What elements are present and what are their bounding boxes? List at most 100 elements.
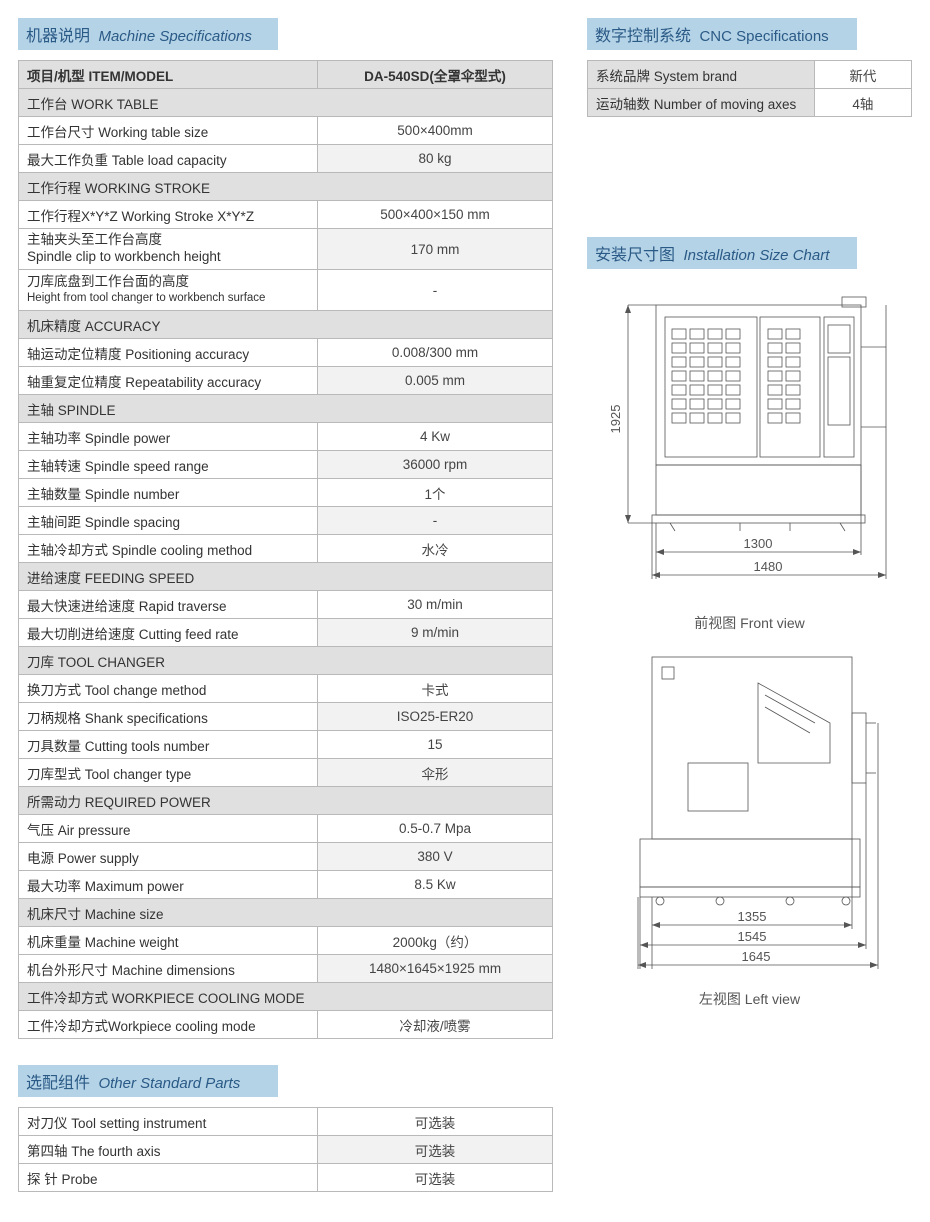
machine-spec-table: 项目/机型 ITEM/MODEL DA-540SD(全罩伞型式) 工作台 WOR… <box>18 60 553 1039</box>
row-label: 电源 Power supply <box>19 843 318 871</box>
table-row: 刀库型式 Tool changer type伞形 <box>19 759 553 787</box>
table-row: 刀具数量 Cutting tools number15 <box>19 731 553 759</box>
cnc-spec-header-cn: 数字控制系统 <box>595 28 691 45</box>
row-label: 轴运动定位精度 Positioning accuracy <box>19 339 318 367</box>
row-value: 500×400mm <box>318 117 553 145</box>
row-value: 0.008/300 mm <box>318 339 553 367</box>
machine-spec-header: 机器说明 Machine Specifications <box>18 18 278 50</box>
group-label: 机床精度 ACCURACY <box>19 311 553 339</box>
row-label: 换刀方式 Tool change method <box>19 675 318 703</box>
table-row: 主轴 SPINDLE <box>19 395 553 423</box>
row-value: 4轴 <box>814 89 911 117</box>
row-value: 新代 <box>814 61 911 89</box>
row-value: 水冷 <box>318 535 553 563</box>
row-value: 36000 rpm <box>318 451 553 479</box>
table-row: 进给速度 FEEDING SPEED <box>19 563 553 591</box>
cnc-spec-header-en: CNC Specifications <box>699 28 828 45</box>
machine-spec-header-en: Machine Specifications <box>98 28 251 45</box>
table-row: 系统品牌 System brand新代 <box>588 61 912 89</box>
left-view-diagram: 1355 1545 1645 左视图 Left view <box>587 643 912 1009</box>
table-row: 刀库 TOOL CHANGER <box>19 647 553 675</box>
table-row: 机台外形尺寸 Machine dimensions1480×1645×1925 … <box>19 955 553 983</box>
cnc-spec-header: 数字控制系统 CNC Specifications <box>587 18 857 50</box>
table-row: 运动轴数 Number of moving axes4轴 <box>588 89 912 117</box>
row-value: 80 kg <box>318 145 553 173</box>
table-row: 工件冷却方式 WORKPIECE COOLING MODE <box>19 983 553 1011</box>
other-parts-table: 对刀仪 Tool setting instrument可选装第四轴 The fo… <box>18 1107 553 1192</box>
table-row: 最大功率 Maximum power8.5 Kw <box>19 871 553 899</box>
row-value: 1个 <box>318 479 553 507</box>
dim-lv-w1: 1355 <box>737 909 766 924</box>
table-row: 刀柄规格 Shank specificationsISO25-ER20 <box>19 703 553 731</box>
cnc-spec-table: 系统品牌 System brand新代运动轴数 Number of moving… <box>587 60 912 117</box>
dim-width-inner: 1300 <box>743 536 772 551</box>
front-view-diagram: 1925 1300 1480 前视图 Front view <box>587 287 912 633</box>
table-row: 轴运动定位精度 Positioning accuracy0.008/300 mm <box>19 339 553 367</box>
row-value: 1480×1645×1925 mm <box>318 955 553 983</box>
row-label: 主轴转速 Spindle speed range <box>19 451 318 479</box>
row-label: 工作台尺寸 Working table size <box>19 117 318 145</box>
row-value: 380 V <box>318 843 553 871</box>
row-label: 运动轴数 Number of moving axes <box>588 89 815 117</box>
col-label: 项目/机型 ITEM/MODEL <box>19 61 318 89</box>
dim-lv-w2: 1545 <box>737 929 766 944</box>
col-value: DA-540SD(全罩伞型式) <box>318 61 553 89</box>
row-value: 4 Kw <box>318 423 553 451</box>
row-value: 0.5-0.7 Mpa <box>318 815 553 843</box>
group-label: 机床尺寸 Machine size <box>19 899 553 927</box>
row-value: 170 mm <box>318 229 553 270</box>
group-label: 工作行程 WORKING STROKE <box>19 173 553 201</box>
row-label: 主轴功率 Spindle power <box>19 423 318 451</box>
table-row: 最大工作负重 Table load capacity80 kg <box>19 145 553 173</box>
table-row: 主轴冷却方式 Spindle cooling method水冷 <box>19 535 553 563</box>
row-label: 最大工作负重 Table load capacity <box>19 145 318 173</box>
table-row: 最大快速进给速度 Rapid traverse30 m/min <box>19 591 553 619</box>
table-row: 工作行程X*Y*Z Working Stroke X*Y*Z500×400×15… <box>19 201 553 229</box>
table-row: 工作台 WORK TABLE <box>19 89 553 117</box>
table-row: 换刀方式 Tool change method卡式 <box>19 675 553 703</box>
table-row: 工作行程 WORKING STROKE <box>19 173 553 201</box>
left-view-caption: 左视图 Left view <box>587 989 912 1009</box>
dim-width-outer: 1480 <box>753 559 782 574</box>
table-row: 气压 Air pressure0.5-0.7 Mpa <box>19 815 553 843</box>
table-row: 最大切削进给速度 Cutting feed rate9 m/min <box>19 619 553 647</box>
row-value: 可选装 <box>318 1164 553 1192</box>
row-label: 工作行程X*Y*Z Working Stroke X*Y*Z <box>19 201 318 229</box>
table-row: 探 针 Probe可选装 <box>19 1164 553 1192</box>
group-label: 主轴 SPINDLE <box>19 395 553 423</box>
row-label: 刀具数量 Cutting tools number <box>19 731 318 759</box>
table-row: 第四轴 The fourth axis可选装 <box>19 1136 553 1164</box>
other-parts-header-en: Other Standard Parts <box>98 1075 240 1092</box>
table-row: 主轴夹头至工作台高度Spindle clip to workbench heig… <box>19 229 553 270</box>
row-value: 伞形 <box>318 759 553 787</box>
row-label: 工件冷却方式Workpiece cooling mode <box>19 1011 318 1039</box>
machine-spec-header-cn: 机器说明 <box>26 28 90 45</box>
table-row: 机床重量 Machine weight2000kg（约） <box>19 927 553 955</box>
table-row: 工作台尺寸 Working table size500×400mm <box>19 117 553 145</box>
table-row: 主轴功率 Spindle power4 Kw <box>19 423 553 451</box>
row-label: 主轴数量 Spindle number <box>19 479 318 507</box>
row-label: 主轴冷却方式 Spindle cooling method <box>19 535 318 563</box>
row-label: 系统品牌 System brand <box>588 61 815 89</box>
other-parts-header: 选配组件 Other Standard Parts <box>18 1065 278 1097</box>
table-row: 主轴间距 Spindle spacing- <box>19 507 553 535</box>
table-row: 主轴数量 Spindle number1个 <box>19 479 553 507</box>
table-row: 机床精度 ACCURACY <box>19 311 553 339</box>
row-value: 卡式 <box>318 675 553 703</box>
row-label: 刀柄规格 Shank specifications <box>19 703 318 731</box>
row-value: 8.5 Kw <box>318 871 553 899</box>
table-row: 主轴转速 Spindle speed range36000 rpm <box>19 451 553 479</box>
group-label: 刀库 TOOL CHANGER <box>19 647 553 675</box>
row-label: 刀库底盘到工作台面的高度Height from tool changer to … <box>19 270 318 311</box>
row-value: 9 m/min <box>318 619 553 647</box>
row-value: 15 <box>318 731 553 759</box>
group-label: 所需动力 REQUIRED POWER <box>19 787 553 815</box>
row-label: 机台外形尺寸 Machine dimensions <box>19 955 318 983</box>
row-label: 主轴间距 Spindle spacing <box>19 507 318 535</box>
row-label: 刀库型式 Tool changer type <box>19 759 318 787</box>
row-value: - <box>318 270 553 311</box>
install-chart-header-en: Installation Size Chart <box>683 247 829 264</box>
row-value: - <box>318 507 553 535</box>
install-chart-header: 安装尺寸图 Installation Size Chart <box>587 237 857 269</box>
row-label: 最大快速进给速度 Rapid traverse <box>19 591 318 619</box>
